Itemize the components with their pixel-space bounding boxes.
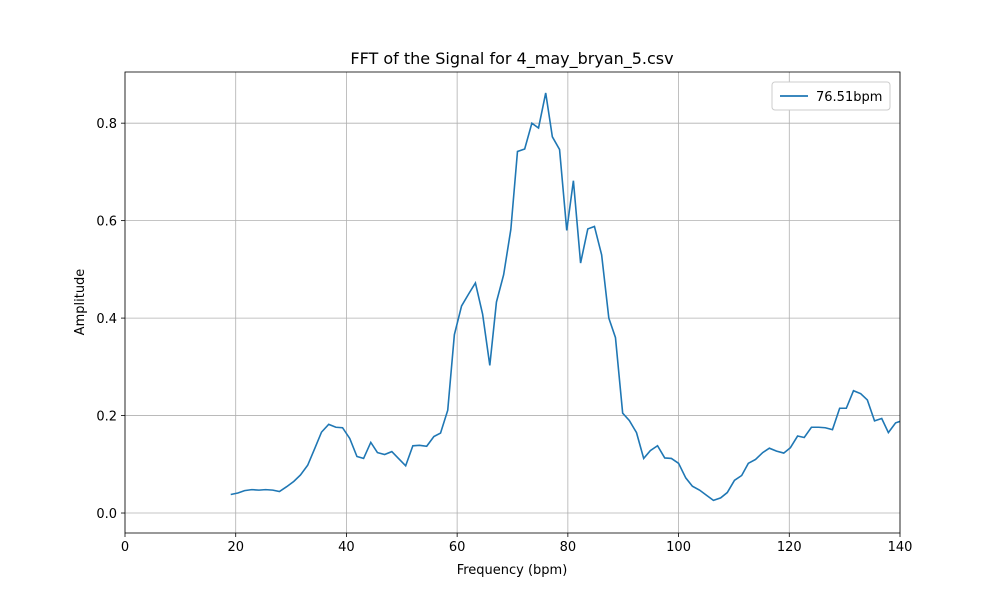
y-tick-label: 0.4	[96, 312, 117, 327]
x-tick-label: 20	[227, 540, 244, 555]
chart-title: FFT of the Signal for 4_may_bryan_5.csv	[350, 49, 673, 69]
legend-label: 76.51bpm	[816, 90, 882, 105]
x-tick-label: 80	[560, 540, 577, 555]
x-axis-label: Frequency (bpm)	[457, 563, 568, 578]
x-tick-label: 120	[777, 540, 802, 555]
x-tick-label: 0	[121, 540, 129, 555]
x-tick-label: 100	[666, 540, 691, 555]
y-tick-label: 0.0	[96, 507, 117, 522]
plot-frame	[124, 71, 901, 534]
x-tick-label: 140	[888, 540, 913, 555]
x-tick-label: 60	[449, 540, 466, 555]
legend-box	[771, 81, 891, 111]
y-axis-label: Amplitude	[73, 269, 88, 336]
y-tick-label: 0.8	[96, 117, 117, 132]
legend: 76.51bpm	[771, 81, 891, 111]
data-line	[230, 92, 900, 502]
x-tick-label: 40	[338, 540, 355, 555]
y-tick-label: 0.2	[96, 410, 117, 425]
y-tick-label: 0.6	[96, 215, 117, 230]
